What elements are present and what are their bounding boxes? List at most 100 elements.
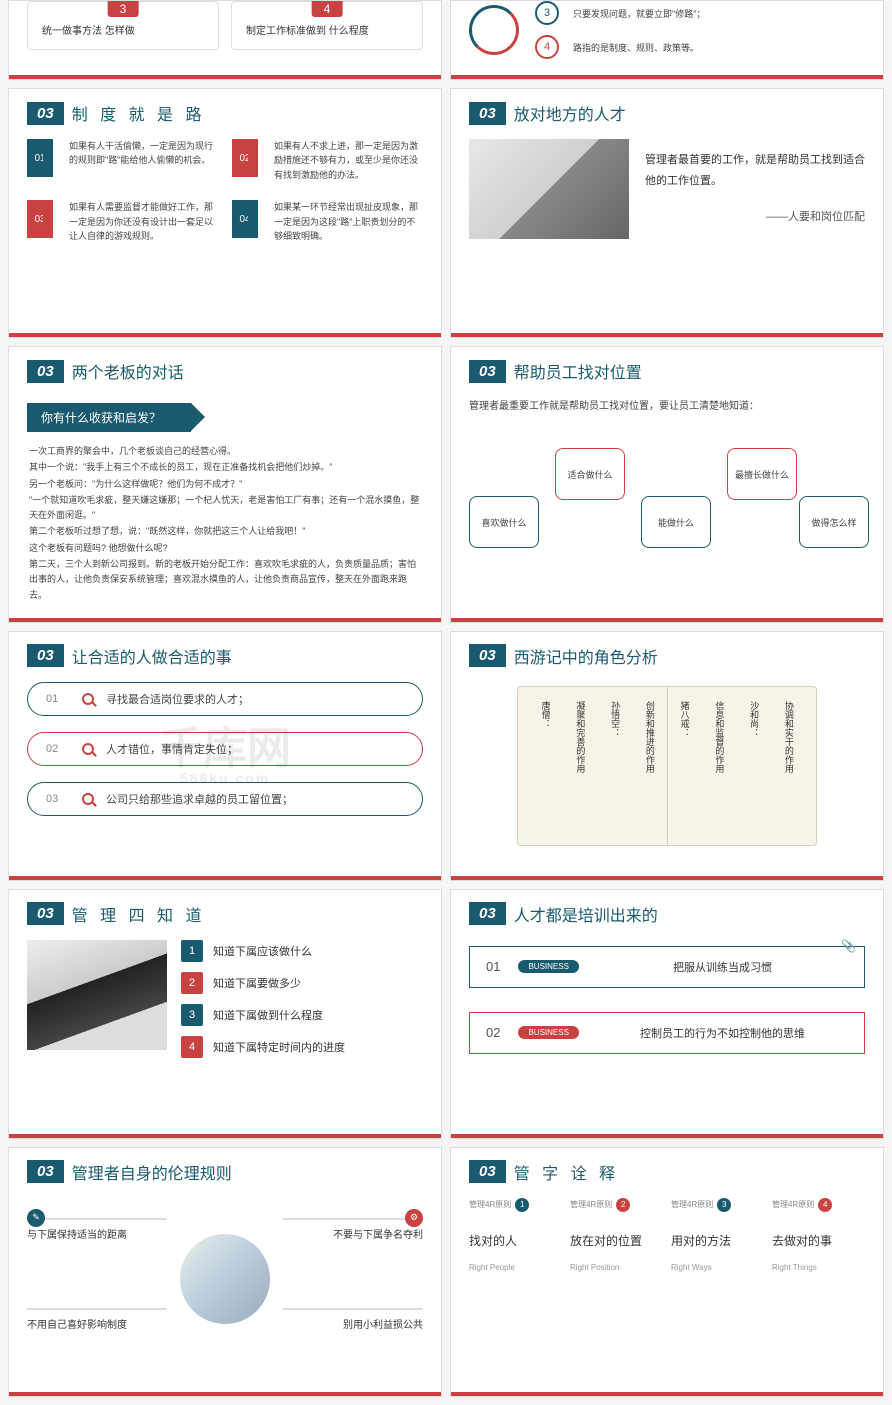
placement-text: 管理者最首要的工作，就是帮助员工找到适合他的工作位置。 ——人要和岗位匹配 <box>645 150 865 229</box>
section-title: 管 理 四 知 道 <box>72 902 206 926</box>
section-title: 帮助员工找对位置 <box>514 359 642 383</box>
laptop-image <box>27 940 167 1050</box>
section-number: 03 <box>469 644 506 667</box>
know-item-1: 1知道下属应该做什么 <box>181 940 423 962</box>
slide-two-bosses: 03 两个老板的对话 你有什么收获和启发？ 一次工商界的聚会中，几个老板谈自己的经… <box>8 346 442 623</box>
r-column: 管理4R原则1 找对的人 Right People <box>469 1198 562 1272</box>
section-number: 03 <box>27 1160 64 1183</box>
center-image <box>180 1234 270 1324</box>
section-title: 放对地方的人才 <box>514 101 626 125</box>
ethics-item-3: 不用自己喜好影响制度 <box>27 1308 167 1337</box>
principle-row-3: 03公司只给那些追求卓越的员工留位置； <box>27 782 423 816</box>
section-number: 03 <box>27 902 64 925</box>
r-badge: 管理4R原则2 <box>570 1198 663 1212</box>
section-title: 管 字 诠 释 <box>514 1160 619 1184</box>
step-4: 4路指的是制度、规则、政策等。 <box>535 35 865 59</box>
r-chinese: 放在对的位置 <box>570 1232 663 1249</box>
know-item-2: 2知道下属要做多少 <box>181 972 423 994</box>
question-bubble: 适合做什么 <box>555 448 625 500</box>
section-number: 03 <box>27 360 64 383</box>
question-bubble: 做得怎么样 <box>799 496 869 548</box>
card-text: 统一做事方法 怎样做 <box>42 24 204 39</box>
r-english: Right People <box>469 1263 562 1272</box>
reason-item-1: 01如果有人干活偷懒，一定是因为现行的规则即"路"能给他人偷懒的机会。 <box>27 139 218 182</box>
r-english: Right Things <box>772 1263 865 1272</box>
section-number: 03 <box>469 360 506 383</box>
method-card-4: 4 制定工作标准做到 什么程度 <box>231 1 423 50</box>
r-chinese: 用对的方法 <box>671 1232 764 1249</box>
role-name: 沙和尚： <box>748 701 761 831</box>
question-bubble: 喜欢做什么 <box>469 496 539 548</box>
card-number: 4 <box>312 1 343 17</box>
pin-icon: ✎ <box>27 1209 45 1227</box>
progress-ring-icon <box>469 5 519 55</box>
handshake-image <box>469 139 629 239</box>
slide-grid: 3 统一做事方法 怎样做 4 制定工作标准做到 什么程度 3只要发现问题，就要立… <box>8 0 884 1405</box>
role-name: 唐僧： <box>539 701 552 831</box>
card-number: 3 <box>108 1 139 17</box>
slide-ethics: 03管理者自身的伦理规则 ✎与下属保持适当的距离 ⚙不要与下属争名夺利 不用自己… <box>8 1147 442 1397</box>
section-title: 两个老板的对话 <box>72 359 184 383</box>
r-badge: 管理4R原则4 <box>772 1198 865 1212</box>
slide-training: 03 人才都是培训出来的 📎 01 BUSINESS 把服从训练当成习惯 02 B… <box>450 889 884 1139</box>
reason-item-3: 03如果有人需要监督才能做好工作，那一定是因为你还没有设计出一套足以让人自律的游… <box>27 200 218 243</box>
magnifier-icon <box>82 793 94 805</box>
section-title: 制 度 就 是 路 <box>72 101 206 125</box>
section-title: 让合适的人做合适的事 <box>72 644 232 668</box>
know-item-3: 3知道下属做到什么程度 <box>181 1004 423 1026</box>
question-banner: 你有什么收获和启发？ <box>27 403 191 432</box>
r-chinese: 找对的人 <box>469 1232 562 1249</box>
role-name: 猪八戒： <box>678 701 691 831</box>
ethics-item-2: ⚙不要与下属争名夺利 <box>283 1218 423 1247</box>
reason-item-2: 02如果有人不求上进，那一定是因为激励措施还不够有力，或至少是你还没有找到激励他… <box>232 139 423 182</box>
magnifier-icon <box>82 693 94 705</box>
clip-icon: 📎 <box>841 939 856 953</box>
slide-right-place-talent: 03 放对地方的人才 管理者最首要的工作，就是帮助员工找到适合他的工作位置。 ——… <box>450 88 884 338</box>
intro-text: 管理者最重要工作就是帮助员工找对位置，要让员工清楚地知道： <box>469 397 865 412</box>
training-box-1: 📎 01 BUSINESS 把服从训练当成习惯 <box>469 946 865 988</box>
r-column: 管理4R原则4 去做对的事 Right Things <box>772 1198 865 1272</box>
business-badge: BUSINESS <box>518 960 578 973</box>
card-text: 制定工作标准做到 什么程度 <box>246 24 408 39</box>
bubble-diagram: 喜欢做什么适合做什么能做什么最擅长做什么做得怎么样 <box>469 440 865 570</box>
slide-right-person-right-thing: 03 让合适的人做合适的事 01寻找最合适岗位要求的人才； 02人才错位，事情肯定… <box>8 631 442 881</box>
question-bubble: 能做什么 <box>641 496 711 548</box>
r-english: Right Ways <box>671 1263 764 1272</box>
step-3: 3只要发现问题，就要立即"修路"； <box>535 1 865 25</box>
r-column: 管理4R原则3 用对的方法 Right Ways <box>671 1198 764 1272</box>
reason-item-4: 04如果某一环节经常出现扯皮现象，那一定是因为这段"路"上职责划分的不够细致明确… <box>232 200 423 243</box>
principle-row-2: 02人才错位，事情肯定失位； <box>27 732 423 766</box>
section-number: 03 <box>469 1160 506 1183</box>
question-bubble: 最擅长做什么 <box>727 448 797 500</box>
section-title: 管理者自身的伦理规则 <box>72 1160 232 1184</box>
business-badge: BUSINESS <box>518 1026 578 1039</box>
book-illustration: 唐僧： 凝聚和完善的作用 孙悟空： 创新和推进的作用 猪八戒： 信息和监督的作用… <box>469 686 865 846</box>
role-name: 孙悟空： <box>609 701 622 831</box>
slide-partial-left: 3 统一做事方法 怎样做 4 制定工作标准做到 什么程度 <box>8 0 442 80</box>
gear-icon: ⚙ <box>405 1209 423 1227</box>
section-title: 西游记中的角色分析 <box>514 644 658 668</box>
r-column: 管理4R原则2 放在对的位置 Right Position <box>570 1198 663 1272</box>
role-desc: 创新和推进的作用 <box>643 701 656 831</box>
magnifier-icon <box>82 743 94 755</box>
section-number: 03 <box>469 102 506 125</box>
slide-journey-west: 03 西游记中的角色分析 唐僧： 凝聚和完善的作用 孙悟空： 创新和推进的作用 猪… <box>450 631 884 881</box>
principle-row-1: 01寻找最合适岗位要求的人才； <box>27 682 423 716</box>
role-desc: 信息和监督的作用 <box>713 701 726 831</box>
slide-partial-right: 3只要发现问题，就要立即"修路"； 4路指的是制度、规则、政策等。 <box>450 0 884 80</box>
slide-four-know: 03 管 理 四 知 道 1知道下属应该做什么 2知道下属要做多少 3知道下属做到… <box>8 889 442 1139</box>
slide-system-is-road: 03制 度 就 是 路 01如果有人干活偷懒，一定是因为现行的规则即"路"能给他… <box>8 88 442 338</box>
slide-4r: 03管 字 诠 释 管理4R原则1 找对的人 Right People管理4R原… <box>450 1147 884 1397</box>
section-number: 03 <box>27 644 64 667</box>
r-chinese: 去做对的事 <box>772 1232 865 1249</box>
story-text: 一次工商界的聚会中，几个老板谈自己的经营心得。 其中一个说："我手上有三个不成长… <box>27 444 423 603</box>
method-card-3: 3 统一做事方法 怎样做 <box>27 1 219 50</box>
section-number: 03 <box>469 902 506 925</box>
training-box-2: 02 BUSINESS 控制员工的行为不如控制他的思维 <box>469 1012 865 1054</box>
r-badge: 管理4R原则3 <box>671 1198 764 1212</box>
r-badge: 管理4R原则1 <box>469 1198 562 1212</box>
role-desc: 凝聚和完善的作用 <box>574 701 587 831</box>
section-title: 人才都是培训出来的 <box>514 902 658 926</box>
r-english: Right Position <box>570 1263 663 1272</box>
role-desc: 协调和实干的作用 <box>782 701 795 831</box>
